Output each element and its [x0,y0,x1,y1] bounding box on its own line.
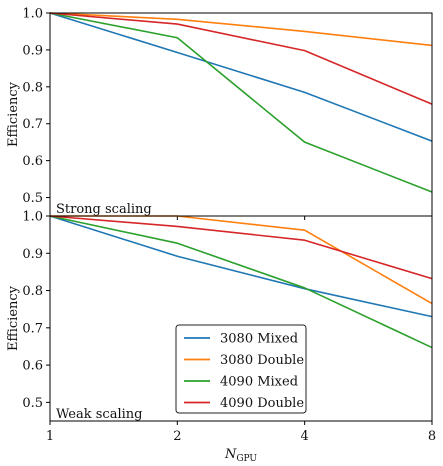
weak-series-line-3 [49,215,433,349]
legend-entry-1: 3080 Mixed [220,332,298,347]
x-axis-label: NGPU [224,447,257,464]
strong-y-axis-label: Efficiency [6,81,21,147]
weak-y-tick-label: 0.7 [22,321,43,336]
strong-y-tick-label: 1.0 [22,7,43,22]
weak-y-tick-label: 1.0 [22,210,43,225]
strong-y-tick-label: 0.9 [22,43,43,58]
strong-series-line-2 [49,12,433,47]
x-tick-label: 2 [173,429,181,444]
legend-box [175,324,307,414]
weak-y-axis-label: Efficiency [6,285,21,351]
strong-scaling-panel: 0.5 0.6 0.7 0.8 0.9 1.0 Efficiency Strong scali… [6,7,433,220]
weak-y-tick-label: 0.8 [22,284,43,299]
weak-series-line-1 [49,215,433,318]
weak-y-tick-label: 0.5 [22,396,43,411]
x-tick-label: 4 [301,429,309,444]
strong-plot-frame [49,12,433,217]
strong-series-line-4 [49,12,433,105]
legend-entry-3: 4090 Mixed [220,375,298,390]
x-tick-label: 8 [428,429,436,444]
strong-y-tick-label: 0.5 [22,191,43,206]
strong-series-line-1 [49,12,433,142]
weak-plot-frame [49,215,433,422]
weak-series-line-2 [50,215,433,305]
strong-y-tick-label: 0.7 [22,117,43,132]
strong-y-tick-label: 0.6 [22,154,43,169]
legend: 3080 Mixed 3080 Double 4090 Mixed 4090 Doub… [175,324,307,414]
legend-entry-4: 4090 Double [220,396,304,411]
strong-series-line-3 [49,12,433,193]
x-tick-label: 1 [46,429,54,444]
weak-panel-label: Weak scaling [56,407,142,422]
strong-panel-label: Strong scaling [56,202,152,217]
strong-y-tick-label: 0.8 [22,80,43,95]
weak-scaling-panel: 0.5 0.6 0.7 0.8 0.9 1.0 Efficiency Weak scaling [6,210,433,425]
weak-y-tick-label: 0.6 [22,359,43,374]
weak-series-line-4 [49,215,433,280]
weak-y-tick-label: 0.9 [22,247,43,262]
legend-entry-2: 3080 Double [220,353,304,368]
shared-x-axis: 1 2 4 8 NGPU [46,429,436,464]
